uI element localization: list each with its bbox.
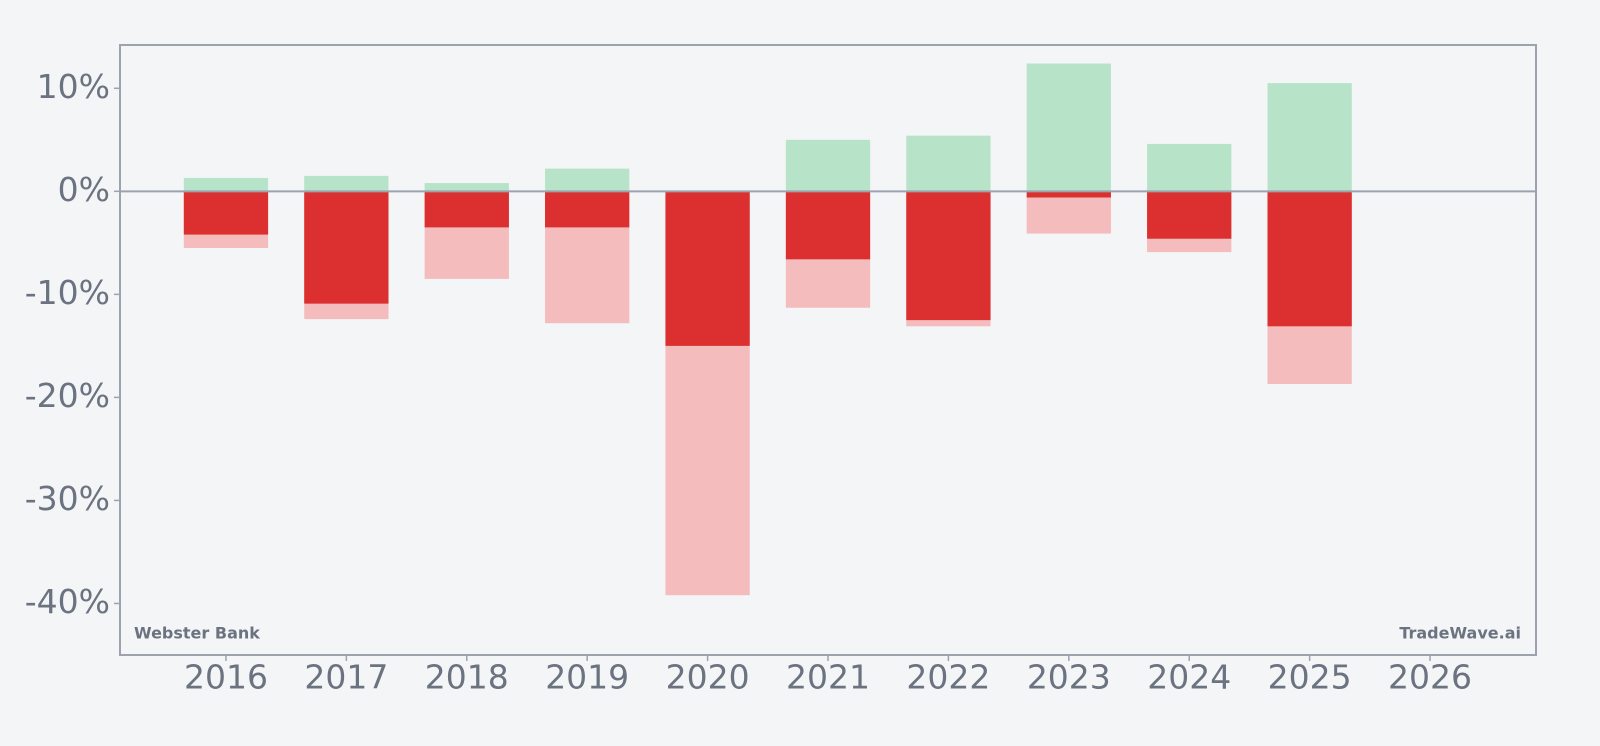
bar (906, 135, 991, 192)
annotation: Webster Bank (134, 624, 260, 643)
x-tick-label: 2021 (786, 658, 870, 697)
y-tick-label: -40% (25, 582, 110, 621)
x-tick-label: 2026 (1388, 658, 1472, 697)
bar (1267, 83, 1352, 192)
x-tick-label: 2024 (1147, 658, 1231, 697)
bar (424, 183, 509, 192)
y-tick-label: 10% (37, 67, 110, 106)
x-tick-label: 2016 (184, 658, 268, 697)
bar (785, 191, 871, 260)
bar (1147, 191, 1232, 239)
bar (665, 191, 750, 346)
bar (183, 177, 269, 192)
x-tick-label: 2017 (304, 658, 388, 697)
x-tick-label: 2018 (425, 658, 509, 697)
x-tick-label: 2025 (1268, 658, 1352, 697)
bar (304, 191, 389, 304)
y-tick-label: -30% (25, 479, 110, 518)
bar (183, 191, 269, 235)
plot-frame (119, 44, 1537, 656)
bar (545, 191, 630, 228)
annotation: TradeWave.ai (1399, 624, 1521, 643)
x-tick-label: 2020 (666, 658, 750, 697)
y-tick-label: 0% (58, 170, 110, 209)
bar (1026, 63, 1111, 192)
y-tick-label: -10% (25, 273, 110, 312)
bar (785, 139, 871, 192)
bar (1026, 191, 1111, 234)
bar (1267, 191, 1352, 327)
x-tick-label: 2023 (1027, 658, 1111, 697)
x-tick-label: 2019 (545, 658, 629, 697)
y-tick-label: -20% (25, 376, 110, 415)
bar (906, 191, 991, 321)
bar (304, 175, 389, 192)
bar (424, 191, 509, 228)
bar (1026, 191, 1111, 198)
x-tick-label: 2022 (906, 658, 990, 697)
bar (1147, 143, 1232, 192)
bar (545, 168, 630, 192)
